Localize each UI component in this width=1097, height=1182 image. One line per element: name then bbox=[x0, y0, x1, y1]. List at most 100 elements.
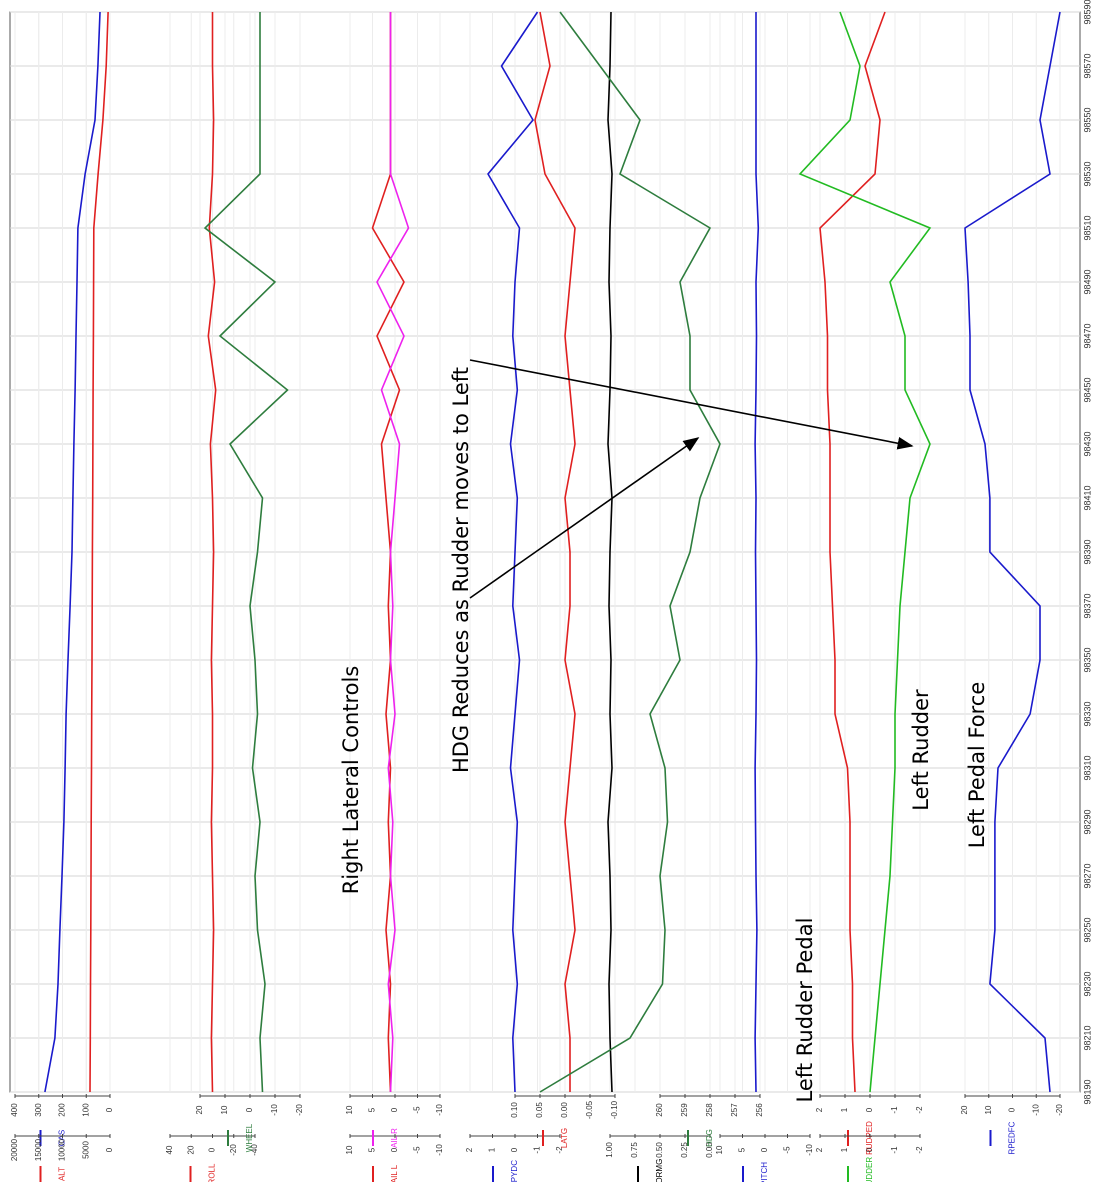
y-tick-label: 0.00 bbox=[560, 1102, 569, 1118]
y-tick-label: 200 bbox=[58, 1103, 67, 1117]
annotation: HDG Reduces as Rudder moves to Left bbox=[449, 367, 473, 773]
y-tick-label: -10 bbox=[270, 1104, 279, 1116]
y-tick-label: 1 bbox=[840, 1147, 849, 1152]
y-tick-label: 300 bbox=[34, 1103, 43, 1117]
y-tick-label: 0 bbox=[1008, 1107, 1017, 1112]
y-tick-label: 0 bbox=[208, 1147, 217, 1152]
y-tick-label: -5 bbox=[413, 1146, 422, 1154]
y-tick-label: -2 bbox=[915, 1106, 924, 1114]
x-tick-label: 98190 bbox=[1082, 1079, 1092, 1104]
x-tick-label: 98370 bbox=[1082, 593, 1092, 618]
y-tick-label: 260 bbox=[655, 1103, 664, 1117]
trace bbox=[44, 11, 101, 1093]
legend-label: RPYDC bbox=[510, 1160, 519, 1182]
trace bbox=[207, 12, 217, 1093]
y-tick-label: 1 bbox=[488, 1147, 497, 1152]
y-tick-label: 0 bbox=[510, 1147, 519, 1152]
x-tick-label: 98390 bbox=[1082, 539, 1092, 564]
x-tick-label: 98250 bbox=[1082, 917, 1092, 942]
arrow bbox=[469, 437, 700, 599]
y-tick-label: 259 bbox=[680, 1103, 689, 1117]
y-tick-label: 5 bbox=[738, 1147, 747, 1152]
legend-label: WHEEL bbox=[245, 1123, 254, 1152]
x-tick-label: 98590 bbox=[1082, 0, 1092, 25]
x-tick-label: 98570 bbox=[1082, 53, 1092, 78]
legend-label: RUDDER bbox=[865, 1157, 874, 1182]
x-tick-label: 98490 bbox=[1082, 269, 1092, 294]
y-tick-label: -20 bbox=[295, 1104, 304, 1116]
y-tick-label: 100 bbox=[81, 1103, 90, 1117]
y-tick-label: 10 bbox=[345, 1145, 354, 1154]
x-tick-label: 98550 bbox=[1082, 107, 1092, 132]
y-tick-label: 0 bbox=[105, 1147, 114, 1152]
x-tick-label: 98350 bbox=[1082, 647, 1092, 672]
y-tick-label: -0.05 bbox=[585, 1100, 594, 1119]
x-tick-label: 98210 bbox=[1082, 1025, 1092, 1050]
x-tick-label: 98410 bbox=[1082, 485, 1092, 510]
x-tick-label: 98470 bbox=[1082, 323, 1092, 348]
trace bbox=[819, 11, 886, 1093]
y-tick-label: 0 bbox=[390, 1107, 399, 1112]
y-tick-label: 0 bbox=[245, 1107, 254, 1112]
y-tick-label: 400 bbox=[10, 1103, 19, 1117]
y-tick-label: -2 bbox=[555, 1146, 564, 1154]
legend-label: AIL L bbox=[390, 1164, 399, 1182]
y-tick-label: 0 bbox=[105, 1107, 114, 1112]
legend-label: ROLL bbox=[208, 1163, 217, 1182]
x-tick-label: 98530 bbox=[1082, 161, 1092, 186]
trace bbox=[534, 11, 576, 1092]
y-tick-label: -1 bbox=[890, 1146, 899, 1154]
y-tick-label: 2 bbox=[815, 1147, 824, 1152]
y-tick-label: 0.50 bbox=[655, 1142, 664, 1158]
y-tick-label: 20 bbox=[960, 1105, 969, 1114]
x-tick-label: 98310 bbox=[1082, 755, 1092, 780]
y-tick-label: 258 bbox=[705, 1103, 714, 1117]
annotation: Right Lateral Controls bbox=[339, 666, 363, 895]
x-tick-label: 98330 bbox=[1082, 701, 1092, 726]
trace bbox=[203, 12, 289, 1093]
trace bbox=[964, 11, 1061, 1093]
y-tick-label: -1 bbox=[533, 1146, 542, 1154]
x-tick-label: 98510 bbox=[1082, 215, 1092, 240]
legend-label: AIL R bbox=[390, 1128, 399, 1148]
y-tick-label: 20 bbox=[195, 1105, 204, 1114]
legend-label: RPEDFC bbox=[1008, 1121, 1017, 1154]
y-tick-label: -1 bbox=[890, 1106, 899, 1114]
y-tick-label: 0 bbox=[865, 1107, 874, 1112]
traces bbox=[44, 11, 1061, 1093]
x-tick-label: 98270 bbox=[1082, 863, 1092, 888]
y-tick-label: 10 bbox=[345, 1105, 354, 1114]
y-tick-label: 10000 bbox=[58, 1138, 67, 1161]
x-tick-label: 98430 bbox=[1082, 431, 1092, 456]
y-tick-label: -0.10 bbox=[610, 1100, 619, 1119]
y-tick-label: -5 bbox=[413, 1106, 422, 1114]
annotation: Left Pedal Force bbox=[965, 682, 989, 849]
legend-label: ALT bbox=[58, 1167, 67, 1181]
y-tick-label: 10 bbox=[984, 1105, 993, 1114]
y-tick-label: -2 bbox=[915, 1146, 924, 1154]
y-tick-label: 1 bbox=[840, 1107, 849, 1112]
trace bbox=[376, 12, 410, 1093]
trace bbox=[539, 11, 721, 1093]
y-tick-label: 0 bbox=[390, 1147, 399, 1152]
y-tick-label: 0.00 bbox=[705, 1142, 714, 1158]
legend-label: NORMG bbox=[655, 1159, 664, 1182]
y-tick-label: -40 bbox=[250, 1144, 259, 1156]
y-tick-label: 256 bbox=[755, 1103, 764, 1117]
y-tick-label: 2 bbox=[815, 1107, 824, 1112]
y-tick-label: 5 bbox=[368, 1107, 377, 1112]
y-tick-label: -10 bbox=[1031, 1104, 1040, 1116]
y-tick-label: -5 bbox=[783, 1146, 792, 1154]
y-tick-label: 20 bbox=[186, 1145, 195, 1154]
trace bbox=[754, 12, 760, 1093]
y-tick-label: -10 bbox=[805, 1144, 814, 1156]
legend-label: PITCH bbox=[760, 1162, 769, 1182]
y-tick-label: 5 bbox=[368, 1147, 377, 1152]
labels: 98190 98210 98230 98250 98270 98290 98310 98330… bbox=[10, 0, 1092, 1182]
y-tick-label: -10 bbox=[435, 1104, 444, 1116]
y-tick-label: 10 bbox=[715, 1145, 724, 1154]
y-tick-label: 1.00 bbox=[605, 1142, 614, 1158]
y-tick-label: -20 bbox=[1055, 1104, 1064, 1116]
x-tick-label: 98290 bbox=[1082, 809, 1092, 834]
